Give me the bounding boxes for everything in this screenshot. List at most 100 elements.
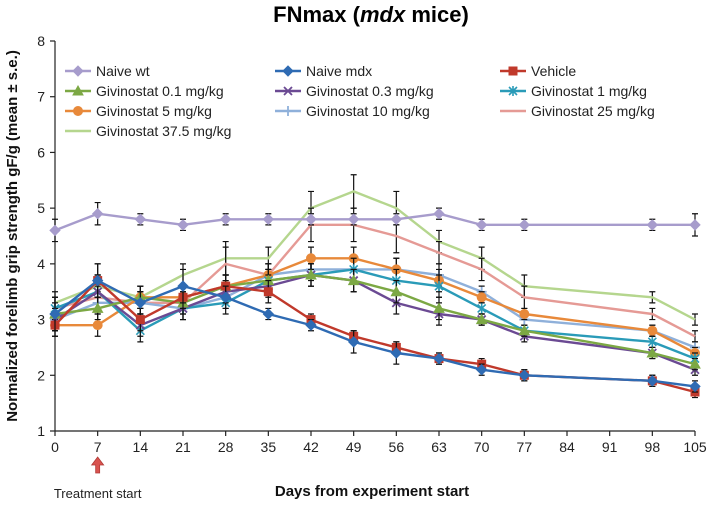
x-tick-label: 0 — [51, 439, 59, 455]
series-givinostat-0-3-mg-kg — [50, 263, 700, 376]
data-point — [219, 291, 232, 303]
data-point — [49, 308, 61, 320]
data-point — [475, 364, 488, 376]
y-axis-ticks: 1 2 3 4 5 6 7 8 — [37, 33, 55, 439]
data-point — [689, 380, 701, 393]
series-naive-mdx — [49, 263, 701, 393]
x-axis-label: Days from experiment start — [275, 483, 469, 500]
y-tick-label: 3 — [37, 312, 45, 328]
y-tick-label: 1 — [37, 423, 45, 439]
series-line — [54, 273, 696, 366]
legend-label: Naive mdx — [306, 63, 372, 79]
data-point — [475, 313, 488, 325]
series-layer — [49, 174, 701, 399]
treatment-start-annotation: Treatment start — [54, 456, 142, 501]
data-point — [434, 281, 444, 292]
legend-marker — [508, 86, 518, 96]
legend-item-naive-wt: Naive wt — [65, 63, 150, 79]
legend-marker — [73, 106, 83, 116]
x-tick-label: 28 — [218, 439, 234, 455]
x-tick-label: 56 — [389, 439, 405, 455]
data-point — [262, 213, 275, 225]
data-point — [390, 347, 403, 359]
legend-item-givinostat-25-mg-kg: Givinostat 25 mg/kg — [500, 103, 655, 119]
legend-marker — [508, 66, 518, 76]
y-tick-label: 8 — [37, 33, 45, 49]
data-point — [91, 208, 104, 220]
legend-label: Givinostat 0.3 mg/kg — [306, 83, 434, 99]
legend-label: Vehicle — [531, 63, 576, 79]
legend-label: Givinostat 1 mg/kg — [531, 83, 647, 99]
x-tick-label: 98 — [645, 439, 661, 455]
series-line — [54, 273, 696, 371]
x-tick-label: 105 — [683, 439, 707, 455]
data-point — [477, 303, 487, 314]
legend-item-vehicle: Vehicle — [500, 63, 576, 79]
data-point — [219, 213, 232, 225]
data-point — [475, 219, 488, 231]
y-tick-label: 2 — [37, 367, 45, 383]
x-axis-ticks: 0 7 14 21 28 35 42 49 56 63 70 77 84 91 98 105 — [51, 431, 707, 455]
legend-item-givinostat-37-5-mg-kg: Givinostat 37.5 mg/kg — [65, 123, 231, 139]
data-point — [647, 325, 658, 336]
data-point — [135, 315, 145, 325]
series-line — [54, 268, 696, 349]
data-point — [519, 309, 530, 319]
data-point — [689, 219, 701, 231]
legend-item-givinostat-0-3-mg-kg: Givinostat 0.3 mg/kg — [275, 83, 434, 99]
legend-marker — [282, 65, 294, 77]
chart-title: FNmax (mdx mice) — [273, 2, 469, 27]
data-point — [347, 336, 360, 348]
x-tick-label: 49 — [346, 439, 362, 455]
data-point — [390, 213, 403, 225]
y-tick-label: 5 — [37, 200, 45, 216]
data-point — [347, 274, 360, 286]
legend-item-givinostat-10-mg-kg: Givinostat 10 mg/kg — [275, 103, 430, 119]
x-tick-label: 91 — [602, 439, 618, 455]
data-point — [433, 352, 445, 365]
series-line — [54, 268, 696, 360]
data-point — [518, 369, 531, 381]
legend-item-naive-mdx: Naive mdx — [275, 63, 372, 79]
x-tick-label: 7 — [94, 439, 102, 455]
data-point — [49, 224, 61, 237]
data-point — [518, 219, 531, 231]
data-point — [646, 219, 659, 231]
y-tick-label: 7 — [37, 89, 45, 105]
x-tick-label: 42 — [303, 439, 319, 455]
data-point — [91, 302, 104, 313]
data-point — [263, 287, 273, 297]
treatment-start-label: Treatment start — [54, 486, 142, 501]
legend-item-givinostat-1-mg-kg: Givinostat 1 mg/kg — [500, 83, 647, 99]
data-point — [646, 346, 659, 358]
data-point — [134, 297, 147, 309]
series-line — [54, 190, 696, 321]
series-givinostat-10-mg-kg — [50, 257, 700, 354]
series-naive-wt — [49, 201, 701, 243]
data-point — [306, 253, 316, 264]
data-point — [390, 285, 403, 297]
data-point — [177, 219, 189, 231]
legend-label: Givinostat 37.5 mg/kg — [96, 123, 231, 139]
x-tick-label: 70 — [474, 439, 490, 455]
data-point — [305, 268, 317, 280]
legend-label: Givinostat 5 mg/kg — [96, 103, 212, 119]
error-bar — [692, 313, 698, 326]
data-point — [689, 358, 701, 369]
x-tick-label: 77 — [517, 439, 533, 455]
data-point — [433, 302, 445, 313]
data-point — [433, 208, 445, 220]
data-point — [91, 274, 104, 287]
treatment-start-arrow-icon — [90, 456, 105, 474]
x-tick-label: 14 — [133, 439, 149, 455]
y-axis-label: Normalized forelimb grip strength gF/g (… — [4, 50, 21, 422]
legend-item-givinostat-0-1-mg-kg: Givinostat 0.1 mg/kg — [65, 83, 224, 99]
x-tick-label: 21 — [175, 439, 191, 455]
series-line — [54, 279, 696, 388]
x-tick-label: 84 — [559, 439, 575, 455]
data-point — [305, 319, 317, 331]
data-point — [305, 213, 317, 225]
y-tick-label: 4 — [37, 256, 45, 272]
data-point — [92, 320, 103, 331]
data-point — [177, 280, 189, 292]
